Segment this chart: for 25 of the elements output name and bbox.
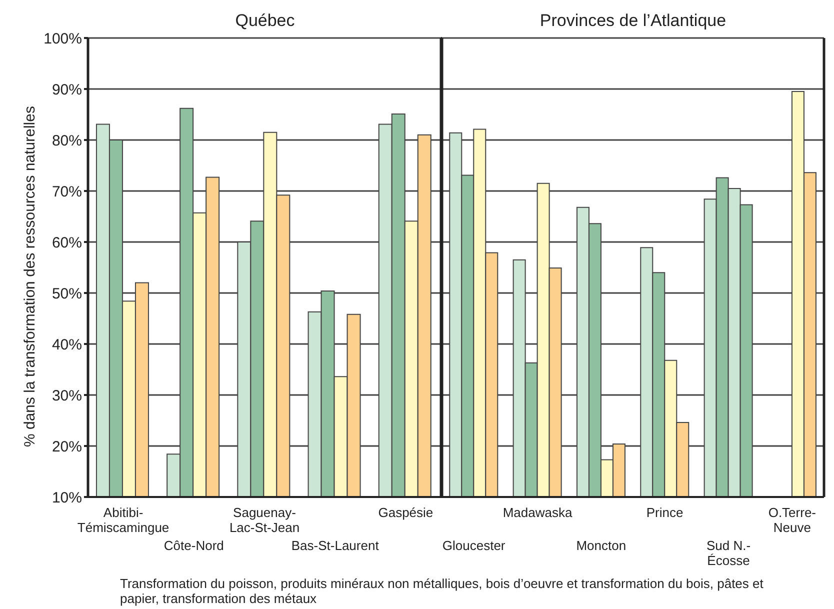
x-tick-label: Abitibi- Témiscamingue (77, 505, 170, 535)
x-tick-label: Madawaska (502, 505, 573, 520)
chart-title: Québec (234, 11, 296, 31)
x-tick-label: Saguenay- Lac-St-Jean (229, 505, 300, 535)
x-tick-label: Bas-St-Laurent (291, 538, 380, 553)
y-tick-label: 60% (52, 234, 82, 252)
y-tick-label: 70% (52, 183, 82, 200)
x-tick-label: Sud N.- Écosse (706, 538, 751, 568)
y-tick-label: 80% (52, 132, 82, 150)
x-tick-label: Moncton (576, 538, 626, 553)
x-tick-label: Gloucester (442, 538, 506, 553)
y-tick-label: 50% (52, 285, 82, 302)
y-tick-label: 40% (52, 336, 82, 354)
x-tick-label: Gaspésie (378, 505, 434, 520)
y-axis-title: % dans la transformation des ressources naturelles (22, 105, 38, 450)
y-tick-label: 90% (52, 81, 82, 98)
x-tick-label: O.Terre- Neuve (768, 505, 816, 535)
x-tick-label: Côte-Nord (164, 538, 224, 553)
text: Transformation du poisson, produits minéraux non métalliques, bois d’oeuvre et transformation du bois, pâtes et papier, transformation des métaux (120, 576, 764, 606)
y-tick-label: 20% (52, 438, 82, 456)
x-tick-label: Prince (646, 505, 684, 520)
y-tick-label: 100% (44, 30, 82, 48)
y-tick-label: 30% (52, 387, 82, 404)
chart-title: Provinces de l’Atlantique (538, 11, 728, 31)
y-tick-label: 10% (52, 489, 82, 506)
